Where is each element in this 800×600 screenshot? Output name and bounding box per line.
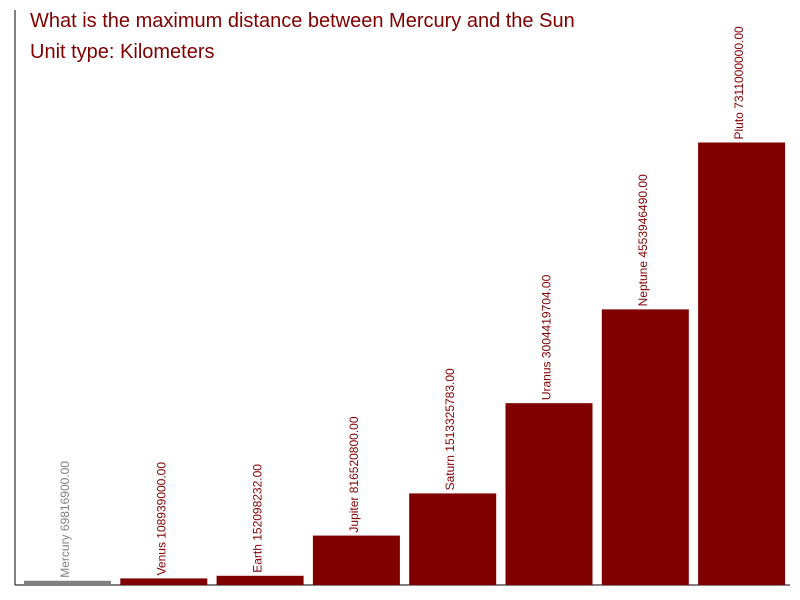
bar-pluto bbox=[698, 142, 786, 585]
chart-subtitle: Unit type: Kilometers bbox=[30, 41, 215, 63]
bar-label-venus: Venus 108939000.00 bbox=[154, 462, 168, 576]
bar-saturn bbox=[409, 493, 497, 585]
bar-label-earth: Earth 152098232.00 bbox=[251, 464, 265, 573]
bar-label-neptune: Neptune 4553946490.00 bbox=[636, 174, 650, 306]
bar-venus bbox=[120, 578, 208, 585]
bar-mercury bbox=[24, 580, 111, 585]
bar-earth bbox=[216, 575, 304, 585]
bar-uranus bbox=[505, 403, 593, 585]
chart-title: What is the maximum distance between Mer… bbox=[30, 10, 575, 32]
bar-neptune bbox=[601, 309, 689, 585]
bar-label-pluto: Pluto 7311000000.00 bbox=[732, 26, 746, 140]
bar-jupiter bbox=[312, 535, 400, 585]
bar-label-jupiter: Jupiter 816520800.00 bbox=[347, 416, 361, 532]
bar-label-mercury: Mercury 69816900.00 bbox=[58, 461, 72, 578]
bar-label-saturn: Saturn 1513325783.00 bbox=[443, 368, 457, 490]
bar-label-uranus: Uranus 3004419704.00 bbox=[540, 274, 554, 400]
